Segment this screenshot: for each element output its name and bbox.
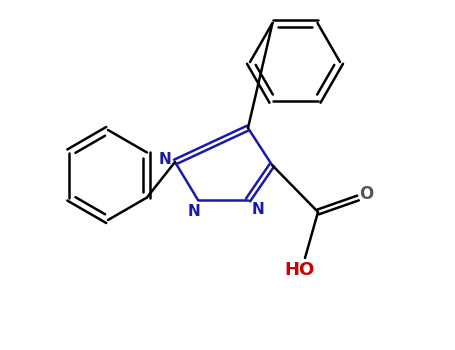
Text: N: N [252,203,264,217]
Text: HO: HO [284,261,314,279]
Text: N: N [159,153,172,168]
Text: O: O [359,185,373,203]
Text: N: N [187,204,200,219]
